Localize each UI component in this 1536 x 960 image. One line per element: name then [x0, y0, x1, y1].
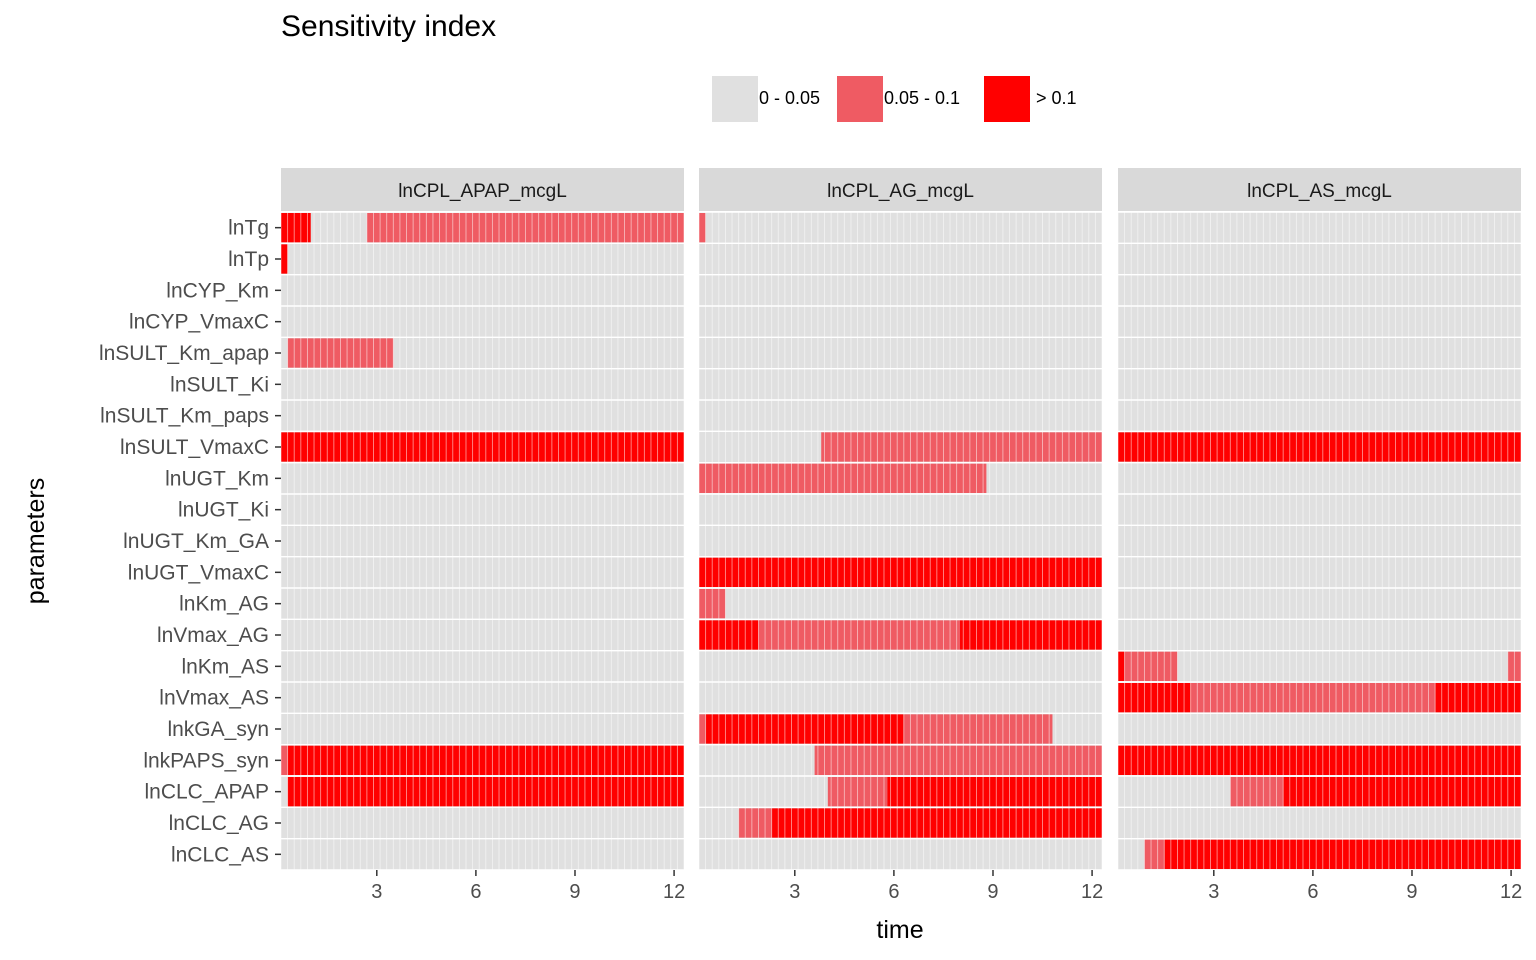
x-tick-label: 6 — [470, 881, 481, 903]
y-tick-label: lnTg — [228, 217, 269, 240]
y-tick-label: lnkPAPS_syn — [143, 749, 269, 772]
heat-segment — [699, 557, 1102, 587]
heat-segment — [281, 213, 311, 243]
y-tick-label: lnKm_AG — [179, 593, 269, 616]
x-tick-label: 6 — [888, 881, 899, 903]
chart-title: Sensitivity index — [281, 10, 497, 43]
heat-segment — [699, 620, 759, 650]
heat-segment — [1118, 683, 1191, 713]
x-tick-label: 6 — [1307, 881, 1318, 903]
x-tick-label: 12 — [663, 881, 685, 903]
x-tick-label: 9 — [569, 881, 580, 903]
y-tick-label: lnSULT_Km_apap — [99, 342, 269, 365]
x-tick-label: 3 — [789, 881, 800, 903]
y-tick-label: lnCYP_VmaxC — [129, 311, 269, 334]
y-tick-label: lnkGA_syn — [167, 718, 269, 741]
x-axis-title: time — [876, 916, 923, 944]
heat-segment — [821, 432, 1102, 462]
y-tick-label: lnSULT_Km_paps — [100, 405, 269, 428]
y-tick-label: lnSULT_Ki — [170, 373, 269, 396]
x-tick-label: 12 — [1081, 881, 1103, 903]
legend-key-low — [712, 76, 758, 122]
x-tick-label: 9 — [987, 881, 998, 903]
heat-segment — [281, 745, 288, 775]
y-tick-label: lnVmax_AG — [157, 624, 269, 647]
y-tick-label: lnKm_AS — [181, 655, 269, 678]
heat-segment — [1435, 683, 1521, 713]
legend-key-mid — [837, 76, 883, 122]
facet-label: lnCPL_APAP_mcgL — [398, 181, 567, 202]
y-tick-label: lnCLC_AG — [169, 812, 269, 835]
heat-segment — [959, 620, 1102, 650]
y-tick-label: lnTp — [228, 248, 269, 271]
heat-segment — [1118, 432, 1521, 462]
heat-segment — [1190, 683, 1436, 713]
y-axis-title: parameters — [22, 478, 50, 604]
y-tick-label: lnCLC_AS — [171, 843, 269, 866]
legend-label-low: 0 - 0.05 — [759, 88, 821, 108]
y-tick-label: lnCYP_Km — [166, 279, 269, 302]
heat-segment — [738, 808, 772, 838]
facet-label: lnCPL_AG_mcgL — [827, 181, 974, 202]
x-tick-label: 9 — [1406, 881, 1417, 903]
heat-segment — [281, 432, 684, 462]
x-tick-label: 3 — [371, 881, 382, 903]
heat-segment — [699, 463, 987, 493]
y-tick-label: lnUGT_Ki — [178, 499, 269, 522]
y-tick-label: lnSULT_VmaxC — [120, 436, 269, 459]
heat-segment — [814, 745, 1102, 775]
y-tick-label: lnVmax_AS — [159, 687, 269, 710]
heat-segment — [903, 714, 1053, 744]
x-tick-label: 12 — [1500, 881, 1522, 903]
heat-segment — [887, 777, 1102, 807]
legend-label-high: > 0.1 — [1036, 88, 1077, 108]
y-tick-label: lnUGT_Km — [165, 467, 269, 490]
heat-segment — [699, 213, 706, 243]
y-tick-label: lnUGT_Km_GA — [123, 530, 269, 553]
heat-segment — [1118, 745, 1521, 775]
heat-segment — [699, 714, 706, 744]
heat-segment — [281, 244, 288, 274]
heat-segment — [1118, 651, 1125, 681]
heat-segment — [1144, 839, 1165, 869]
y-tick-label: lnUGT_VmaxC — [128, 561, 269, 584]
facet-label: lnCPL_AS_mcgL — [1247, 181, 1392, 202]
heat-segment — [758, 620, 960, 650]
y-tick-label: lnCLC_APAP — [144, 781, 269, 804]
facet-strip — [1118, 168, 1521, 211]
legend-label-mid: 0.05 - 0.1 — [884, 88, 961, 108]
facet-strip — [699, 168, 1102, 211]
facet-strip — [281, 168, 684, 211]
x-tick-label: 3 — [1208, 881, 1219, 903]
legend-key-high — [984, 76, 1030, 122]
